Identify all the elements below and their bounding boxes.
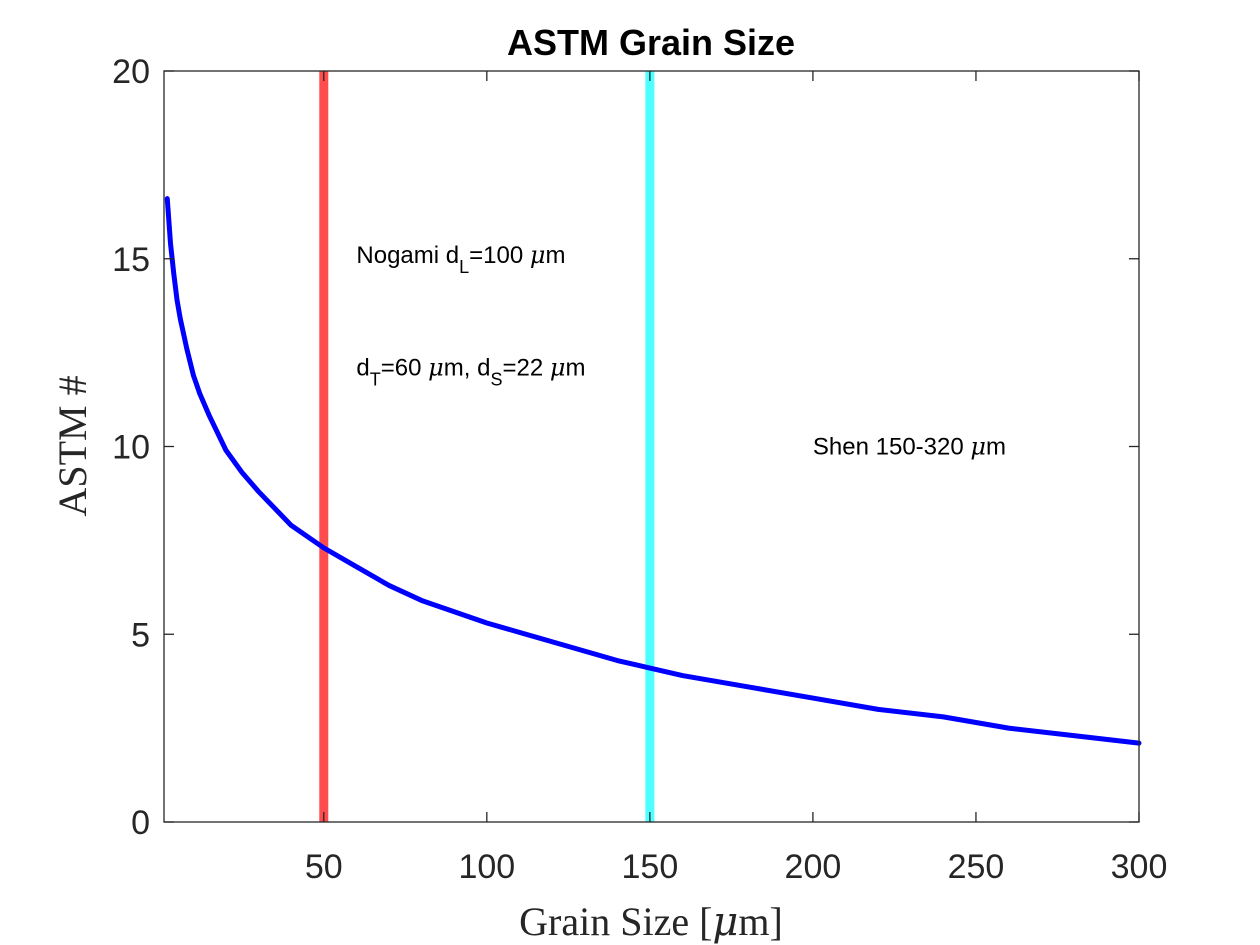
annotations: Nogami dL=100 μm dT=60 μm, dS=22 μm Shen 1…	[356, 241, 1006, 461]
x-tick-label: 250	[948, 848, 1005, 886]
y-tick-label: 20	[112, 53, 150, 91]
x-tick-label: 150	[622, 848, 679, 886]
annotation-1: Nogami dL=100 μm	[356, 241, 565, 277]
y-tick-label: 5	[131, 616, 150, 654]
x-tick-label: 100	[458, 848, 515, 886]
x-tick-label: 300	[1111, 848, 1168, 886]
axes: 50 100 150 200 250 300 0 5 10 15 20	[112, 53, 1167, 886]
y-axis-label: ASTM #	[50, 375, 95, 516]
y-tick-label: 10	[112, 429, 150, 467]
series-line-1	[164, 196, 1142, 746]
plot-area	[164, 71, 1142, 822]
annotation-2: dT=60 μm, dS=22 μm	[356, 353, 585, 389]
chart-title: ASTM Grain Size	[507, 22, 795, 63]
x-tick-label: 50	[305, 848, 343, 886]
y-tick-label: 15	[112, 241, 150, 279]
y-tick-label: 0	[131, 804, 150, 842]
x-tick-label: 200	[785, 848, 842, 886]
annotation-3: Shen 150-320 μm	[813, 432, 1006, 460]
x-axis-label: Grain Size [μm]	[519, 899, 783, 945]
